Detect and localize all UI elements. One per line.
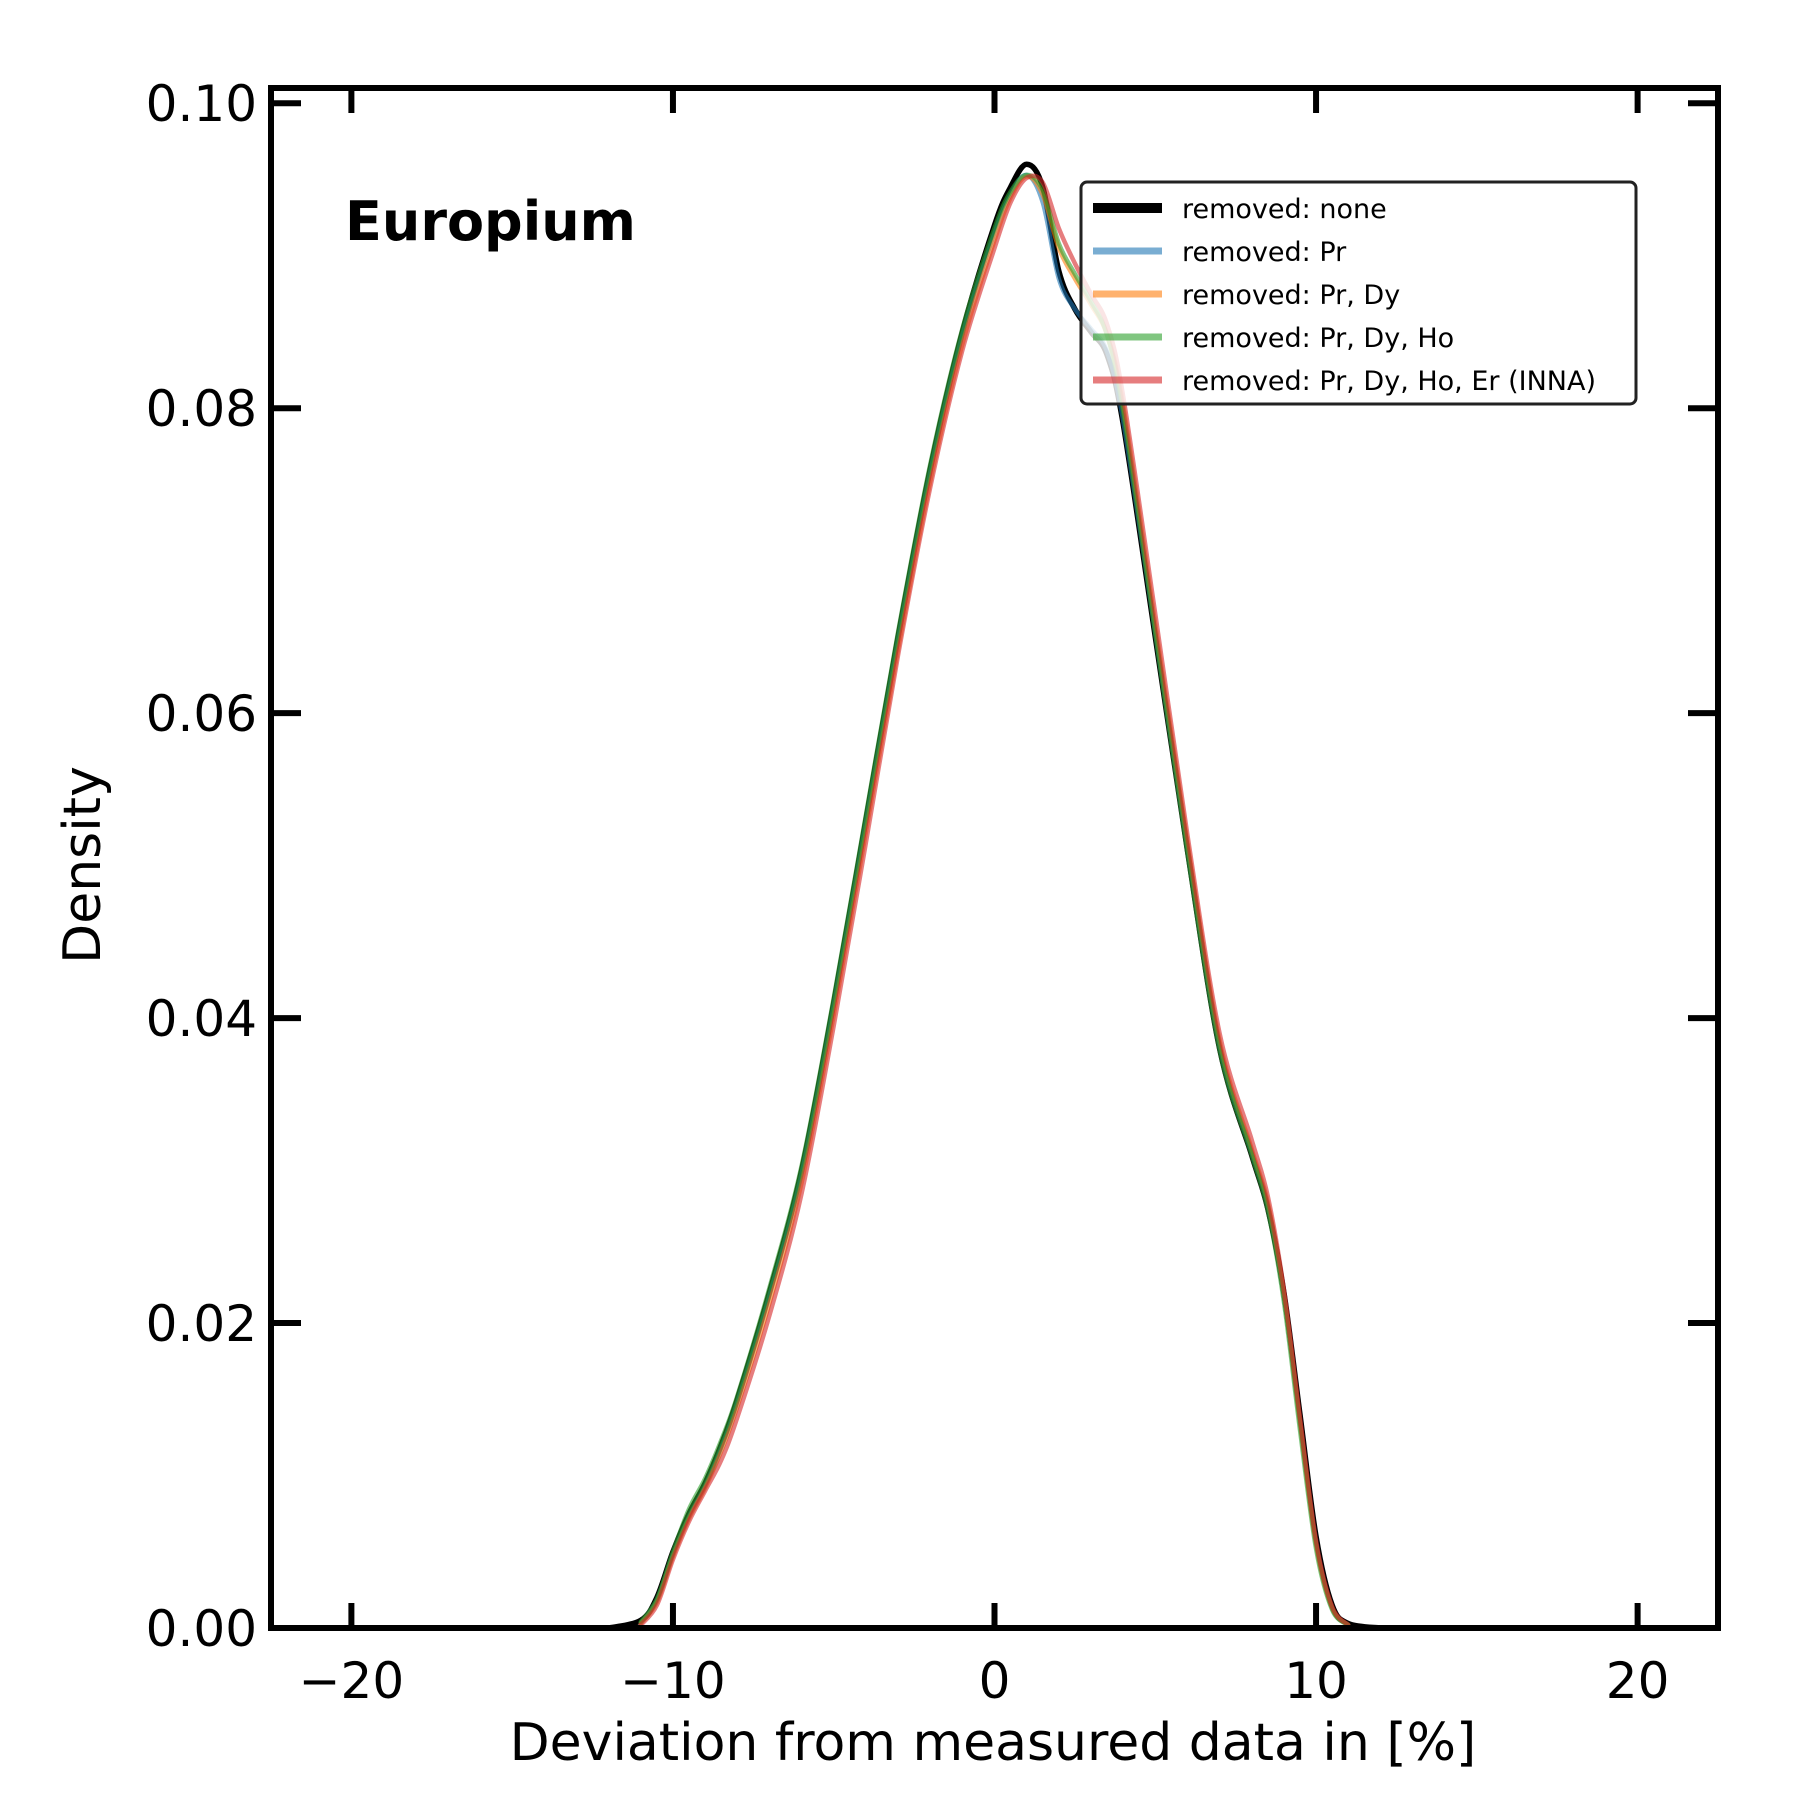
x-tick-label: 10 [1284,1652,1348,1710]
x-axis-label: Deviation from measured data in [%] [510,1713,1477,1773]
legend-box [1079,180,1638,406]
y-tick-label: 0.04 [146,990,257,1048]
chart-annotation: Europium [345,190,636,253]
x-tick-label: 20 [1606,1652,1670,1710]
y-tick-label: 0.08 [146,380,257,438]
legend-label-1: removed: none [1182,194,1387,225]
x-tick-label: −20 [299,1652,405,1710]
y-axis-label: Density [53,766,113,964]
legend-items: removed: none removed: Pr removed: Pr, Dy r… [1093,194,1596,397]
legend-label-5: removed: Pr, Dy, Ho, Er (INNA) [1182,366,1596,397]
y-tick-label: 0.06 [146,685,257,743]
y-tick-label: 0.00 [146,1600,257,1658]
series-line-4 [638,172,1351,1628]
legend: removed: none removed: Pr removed: Pr, Dy r… [1079,180,1638,406]
legend-label-4: removed: Pr, Dy, Ho [1182,323,1454,354]
y-tick-label: 0.10 [146,75,257,133]
series-layer [605,161,1384,1631]
legend-label-3: removed: Pr, Dy [1182,280,1400,311]
ticks-layer: −20 −10 0 10 20 0.00 0.02 0.04 0.06 0.08 0.10 [146,75,1718,1710]
legend-label-2: removed: Pr [1182,237,1347,268]
series-line-5 [638,173,1351,1628]
x-tick-label: 0 [979,1652,1011,1710]
y-tick-label: 0.02 [146,1295,257,1353]
x-tick-label: −10 [620,1652,726,1710]
